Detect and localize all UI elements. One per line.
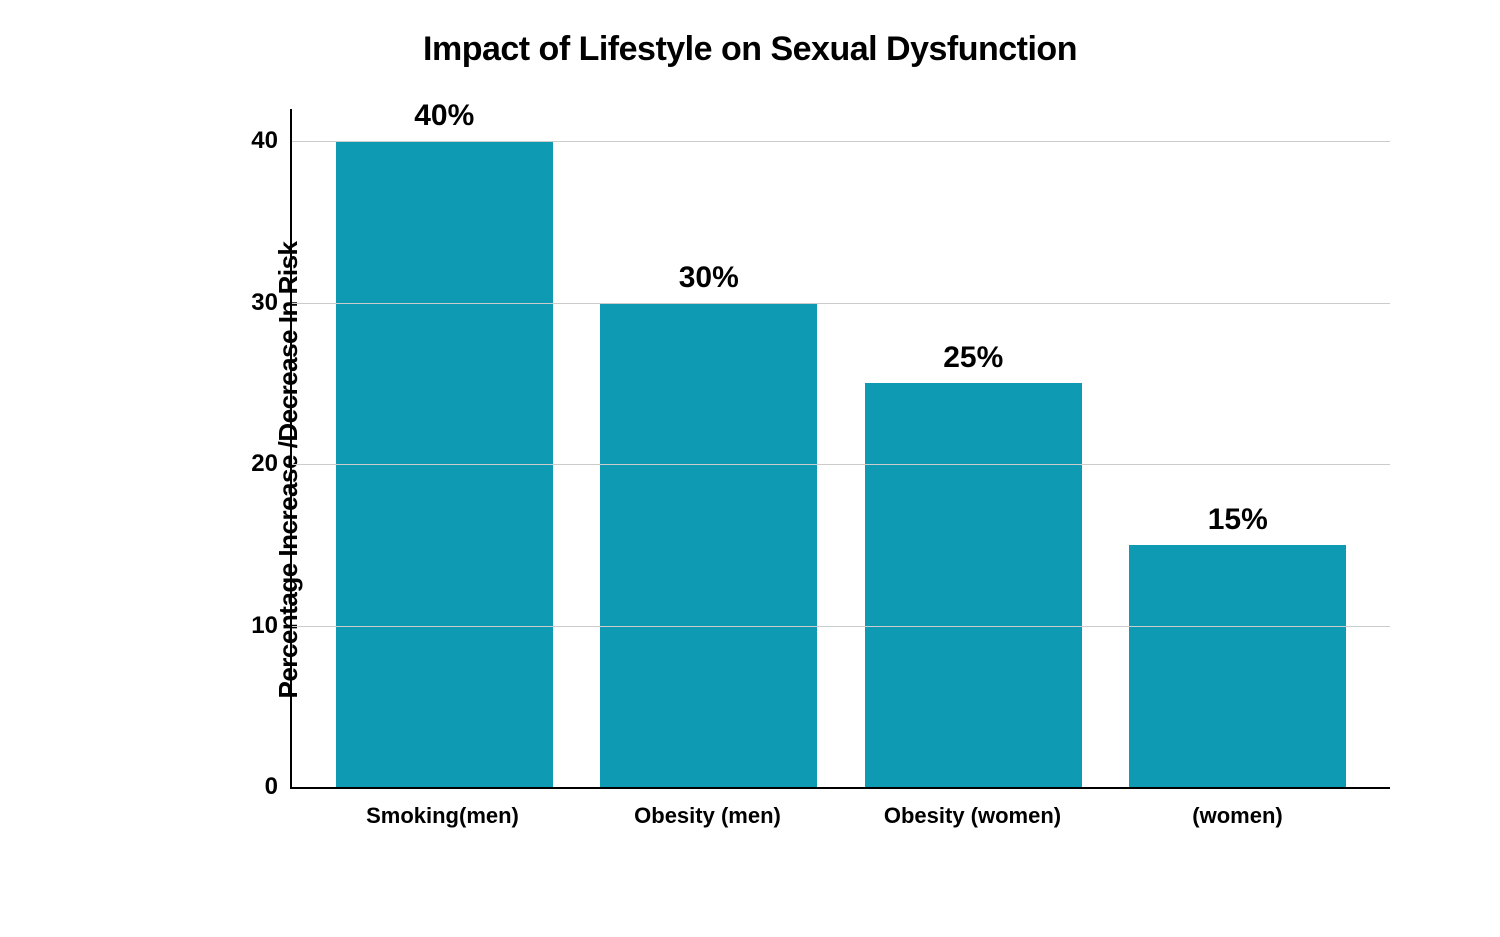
bar-slot: 25% bbox=[841, 109, 1106, 787]
y-tick: 30 bbox=[251, 289, 292, 317]
x-axis-label: Obesity (women) bbox=[840, 789, 1105, 849]
y-tick: 40 bbox=[251, 127, 292, 155]
bar-value-label: 30% bbox=[679, 261, 739, 295]
bar-value-label: 40% bbox=[414, 99, 474, 133]
gridline bbox=[292, 464, 1390, 465]
chart-container: Impact of Lifestyle on Sexual Dysfunctio… bbox=[70, 30, 1430, 910]
bar: 15% bbox=[1129, 545, 1346, 787]
y-tick: 0 bbox=[265, 773, 292, 801]
bar-slot: 30% bbox=[577, 109, 842, 787]
x-axis-label: (women) bbox=[1105, 789, 1370, 849]
y-tick: 20 bbox=[251, 450, 292, 478]
bar: 25% bbox=[865, 383, 1082, 787]
x-axis-labels: Smoking(men)Obesity (men)Obesity (women)… bbox=[290, 789, 1390, 849]
bar-value-label: 15% bbox=[1208, 503, 1268, 537]
gridline bbox=[292, 303, 1390, 304]
chart-title: Impact of Lifestyle on Sexual Dysfunctio… bbox=[70, 30, 1430, 69]
bar: 30% bbox=[600, 303, 817, 787]
gridline bbox=[292, 626, 1390, 627]
bar-value-label: 25% bbox=[943, 341, 1003, 375]
plot-area: 40%30%25%15% 010203040 bbox=[290, 109, 1390, 789]
plot-wrapper: 40%30%25%15% 010203040 Smoking(men)Obesi… bbox=[230, 109, 1430, 849]
x-axis-label: Obesity (men) bbox=[575, 789, 840, 849]
gridline bbox=[292, 141, 1390, 142]
bars-group: 40%30%25%15% bbox=[292, 109, 1390, 787]
bar-slot: 40% bbox=[312, 109, 577, 787]
bar-slot: 15% bbox=[1106, 109, 1371, 787]
y-tick: 10 bbox=[251, 612, 292, 640]
x-axis-label: Smoking(men) bbox=[310, 789, 575, 849]
